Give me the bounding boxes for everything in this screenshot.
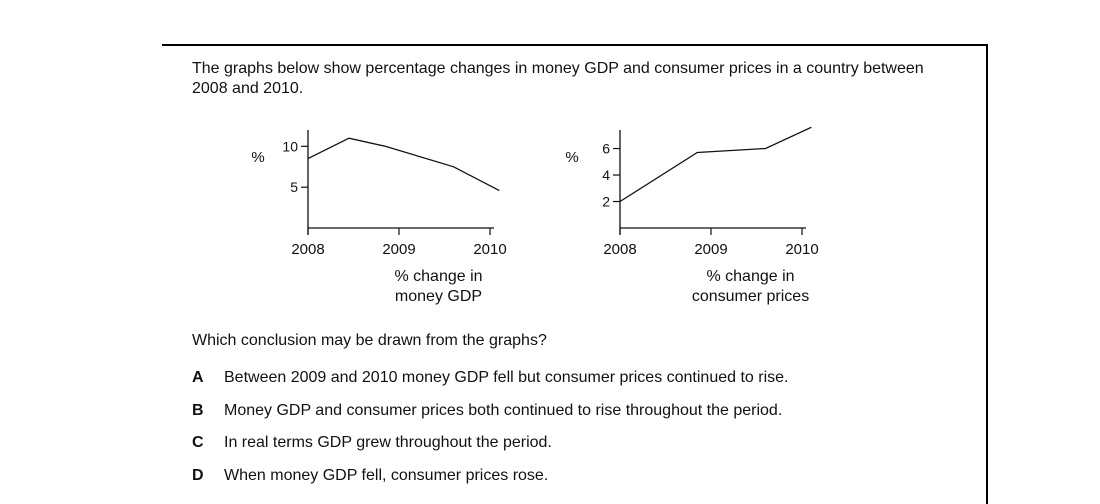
data-point [498,189,500,191]
money-gdp-chart: 5 10 2008 2009 2010% % change in money GDP [251,130,507,305]
option-c: C In real terms GDP grew throughout the p… [192,433,552,453]
y-tick-label: 2 [602,194,610,210]
y-tick-label: 4 [602,167,610,183]
option-letter: D [192,467,204,484]
x-tick-label: 2010 [473,241,506,258]
option-letter: B [192,402,204,419]
consumer-prices-chart: 2 4 6 2008 2009 2010% % change in consumer pric… [565,126,819,305]
x-axis-label: consumer prices [692,288,809,305]
x-tick-label: 2008 [603,241,636,258]
x-tick-label: 2009 [382,241,415,258]
x-tick-label: 2010 [785,241,818,258]
frame-top-border [162,44,988,46]
option-letter: C [192,434,204,451]
data-point [619,201,621,203]
data-point [348,137,350,139]
data-point [453,166,455,168]
y-tick-label: 10 [282,138,298,154]
data-point [696,152,698,154]
x-tick-label: 2009 [694,241,727,258]
x-tick-label: 2008 [291,241,324,258]
option-letter: A [192,369,204,386]
option-text: When money GDP fell, consumer prices ros… [224,467,549,484]
x-axis-label: % change in [394,268,482,285]
question-text: Which conclusion may be drawn from the g… [192,332,547,349]
x-axis-label: money GDP [395,288,482,305]
option-text: Between 2009 and 2010 money GDP fell but… [224,369,789,386]
x-axis-label: % change in [706,268,794,285]
option-a: A Between 2009 and 2010 money GDP fell bu… [192,368,788,388]
data-point [765,148,767,150]
frame-right-border [986,44,988,504]
option-d: D When money GDP fell, consumer prices ro… [192,466,548,486]
data-point [307,158,309,160]
series-line [619,126,812,203]
option-text: In real terms GDP grew throughout the pe… [224,434,552,451]
option-b: B Money GDP and consumer prices both cont… [192,401,782,421]
option-text: Money GDP and consumer prices both conti… [224,402,783,419]
y-axis-label: % [565,149,578,166]
y-tick-label: 5 [290,179,298,195]
y-tick-label: 6 [602,141,610,157]
data-point [810,126,812,128]
data-point [384,145,386,147]
intro-text: The graphs below show percentage changes… [192,60,924,97]
y-axis-label: % [251,149,264,166]
series-line [307,137,500,191]
